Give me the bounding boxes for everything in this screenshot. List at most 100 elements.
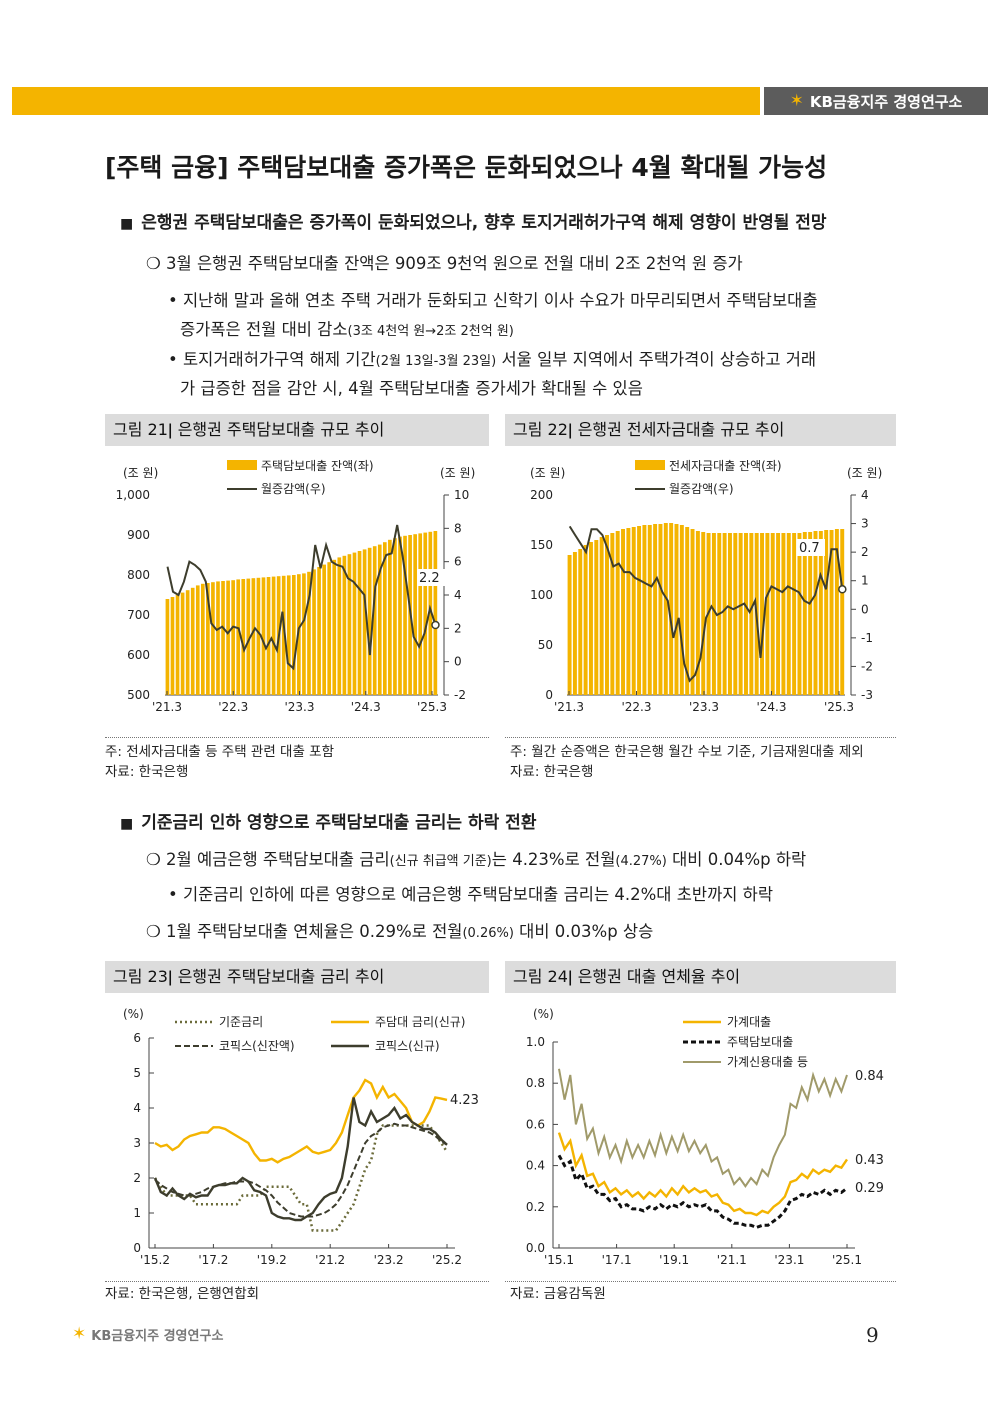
fig23-x-tick-label: '25.2 <box>432 1253 462 1267</box>
fig23-x-tick-label: '15.2 <box>140 1253 170 1267</box>
fig22-annotation-bg <box>797 539 825 556</box>
fig23-y-tick-label: 6 <box>133 1031 141 1045</box>
fig23-y-tick-label: 5 <box>133 1066 141 1080</box>
fig22-right-tick-label: -1 <box>861 631 873 645</box>
fig22-legend-swatch-bar <box>635 460 665 470</box>
fig23-series-line <box>154 1122 448 1218</box>
fig22-right-tick-label: 2 <box>861 545 869 559</box>
fig22-bar <box>610 533 615 695</box>
fig21-bar <box>291 575 296 695</box>
section1-bullet1-line2: 증가폭은 전월 대비 감소(3조 4천억 원→2조 2천억 원) <box>180 320 514 339</box>
fig21-left-tick-label: 800 <box>127 568 150 582</box>
fig22-x-tick-label: '23.3 <box>689 700 719 714</box>
fig21-bar <box>256 577 261 695</box>
fig24-y-tick-label: 0.2 <box>526 1200 545 1214</box>
fig21-bar <box>211 582 215 695</box>
footer-brand-text: KB금융지주 경영연구소 <box>91 1328 224 1344</box>
fig22-bar <box>621 529 626 695</box>
circle-bullet-icon: ❍ <box>146 254 167 273</box>
fig24-x-tick-label: '25.1 <box>832 1253 862 1267</box>
fig24-y-tick-label: 1.0 <box>526 1035 545 1049</box>
fig21-right-tick-label: 0 <box>454 655 462 669</box>
fig21-legend-label: 월증감액(우) <box>261 482 326 496</box>
fig22-bar <box>567 555 572 695</box>
fig21-bar <box>388 539 392 695</box>
fig23-y-tick-label: 4 <box>133 1101 141 1115</box>
square-bullet-icon: ■ <box>120 816 134 832</box>
fig22-bar <box>738 533 743 695</box>
fig22-notes: 주: 월간 순증액은 한국은행 월간 수보 기준, 기금재원대출 제외 자료: … <box>510 742 864 782</box>
section1-bullet2-line2: 가 급증한 점을 감안 시, 4월 주택담보대출 증가세가 확대될 수 있음 <box>180 379 643 398</box>
fig21-bar <box>367 547 372 695</box>
kb-star-icon: ✶ <box>72 1324 87 1344</box>
fig24-source: 자료: 금융감독원 <box>510 1286 606 1302</box>
section1-heading: ■ 은행권 주택담보대출은 증가폭이 둔화되었으나, 향후 토지거래허가구역 해제… <box>120 213 827 233</box>
fig23-legend-label: 코픽스(신규) <box>375 1039 440 1053</box>
fig21-x-tick-label: '22.3 <box>218 700 248 714</box>
fig21-bar <box>332 559 337 695</box>
fig21-bar <box>221 581 225 695</box>
circle-bullet-icon: ❍ <box>146 850 167 869</box>
fig21-right-tick-label: 10 <box>454 488 469 502</box>
fig23-unit: (%) <box>123 1007 144 1021</box>
fig21-bar <box>175 595 180 695</box>
fig22-title: 그림 22ǀ 은행권 전세자금대출 규모 추이 <box>505 414 896 446</box>
fig24-y-tick-label: 0.6 <box>526 1117 545 1131</box>
brand-header: ✶ KB금융지주 경영연구소 <box>764 87 988 115</box>
fig22-bar <box>802 532 807 695</box>
fig22-source: 자료: 한국은행 <box>510 764 594 780</box>
fig23-series-line <box>153 1124 449 1232</box>
fig21-x-tick-label: '24.3 <box>351 700 381 714</box>
fig22-x-tick-label: '21.3 <box>554 700 584 714</box>
fig22-series-line <box>568 525 844 683</box>
page-title: [주택 금융] 주택담보대출 증가폭은 둔화되었으나 4월 확대될 가능성 <box>105 153 828 182</box>
fig22-divider <box>505 737 896 738</box>
fig22-bar <box>770 533 775 695</box>
fig21-right-tick-label: 2 <box>454 621 462 635</box>
fig22-bar <box>642 525 647 695</box>
fig21-bar <box>236 579 241 695</box>
fig21-bar <box>327 562 332 695</box>
fig22-bar <box>701 532 706 695</box>
fig24-divider <box>505 1281 896 1282</box>
fig21-note: 주: 전세자금대출 등 주택 관련 대출 포함 <box>105 744 335 760</box>
fig22-bar <box>797 533 802 695</box>
kb-star-icon: ✶ <box>789 91 804 111</box>
fig22-left-tick-label: 0 <box>545 688 553 702</box>
fig21-right-tick-label: 6 <box>454 555 462 569</box>
section2-point2: ❍ 1월 주택담보대출 연체율은 0.29%로 전월(0.26%) 대비 0.0… <box>146 922 654 941</box>
section1-bullet1-line1: • 지난해 말과 올해 연초 주택 거래가 둔화되고 신학기 이사 수요가 마무… <box>168 291 818 310</box>
fig22-right-tick-label: 0 <box>861 602 869 616</box>
fig21-notes: 주: 전세자금대출 등 주택 관련 대출 포함 자료: 한국은행 <box>105 742 334 782</box>
fig21-bar <box>347 554 352 695</box>
fig21-bar <box>428 531 433 695</box>
fig21-left-tick-label: 600 <box>127 648 150 662</box>
header-bar <box>12 87 760 115</box>
fig22-right-unit: (조 원) <box>847 466 882 480</box>
fig21-bar <box>377 544 382 695</box>
fig22-bar <box>829 530 834 695</box>
fig21-chart: (조 원) (조 원) 1,000 900 800 700 600 500 10 8 6 4 2 0 -2 2… <box>116 459 476 714</box>
fig21-annotation: 2.2 <box>419 571 440 586</box>
fig22-bar <box>572 552 577 695</box>
fig21-bar <box>423 532 428 695</box>
fig22-note: 주: 월간 순증액은 한국은행 월간 수보 기준, 기금재원대출 제외 <box>510 744 864 760</box>
fig22-last-point <box>838 585 847 594</box>
fig22-bar <box>599 537 604 695</box>
fig22-bar <box>669 523 674 695</box>
fig23-legend-label: 주담대 금리(신규) <box>375 1015 465 1029</box>
fig23-series-line <box>154 1078 448 1164</box>
fig22-bar <box>834 529 839 695</box>
fig22-bar <box>733 533 738 695</box>
fig21-bar <box>261 577 266 695</box>
circle-bullet-icon: ❍ <box>146 922 167 941</box>
fig22-bar <box>760 533 765 695</box>
fig21-bar <box>281 575 286 695</box>
fig22-annotation: 0.7 <box>799 541 820 556</box>
fig21-bar <box>403 535 407 695</box>
fig24-annotation: 0.29 <box>855 1181 884 1196</box>
fig23-annotation: 4.23 <box>450 1093 479 1108</box>
fig24-series-line <box>557 1154 848 1230</box>
fig22-bar <box>578 549 583 695</box>
fig24-x-tick-label: '17.1 <box>602 1253 632 1267</box>
